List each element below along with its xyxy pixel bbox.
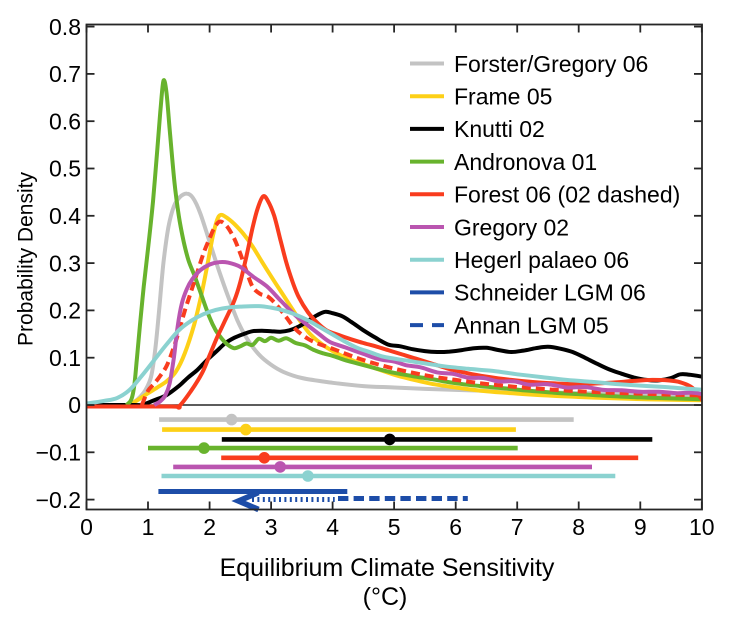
svg-text:0: 0 <box>68 392 81 418</box>
svg-text:Hegerl palaeo 06: Hegerl palaeo 06 <box>454 247 629 273</box>
svg-text:Forster/Gregory 06: Forster/Gregory 06 <box>454 51 648 77</box>
svg-text:0.2: 0.2 <box>49 298 81 324</box>
svg-text:Frame 05: Frame 05 <box>454 84 552 110</box>
svg-text:0: 0 <box>80 514 93 540</box>
svg-text:Equilibrium Climate Sensitivit: Equilibrium Climate Sensitivity <box>220 554 555 582</box>
svg-text:Forest 06 (02 dashed): Forest 06 (02 dashed) <box>454 182 680 208</box>
svg-text:5: 5 <box>388 514 401 540</box>
svg-text:Annan LGM 05: Annan LGM 05 <box>454 312 609 338</box>
svg-text:0.4: 0.4 <box>49 203 81 229</box>
svg-text:Probability Density: Probability Density <box>15 172 38 346</box>
svg-text:10: 10 <box>689 514 715 540</box>
svg-text:Knutti 02: Knutti 02 <box>454 116 545 142</box>
svg-text:−0.1: −0.1 <box>36 440 81 466</box>
svg-text:Schneider LGM 06: Schneider LGM 06 <box>454 280 646 306</box>
svg-text:(°C): (°C) <box>363 583 408 611</box>
svg-text:9: 9 <box>634 514 647 540</box>
svg-text:0.8: 0.8 <box>49 14 81 40</box>
svg-text:1: 1 <box>142 514 155 540</box>
svg-text:0.5: 0.5 <box>49 156 81 182</box>
svg-text:0.6: 0.6 <box>49 108 81 134</box>
svg-text:0.7: 0.7 <box>49 61 81 87</box>
svg-text:0.3: 0.3 <box>49 250 81 276</box>
svg-text:Andronova 01: Andronova 01 <box>454 149 597 175</box>
svg-text:2: 2 <box>203 514 216 540</box>
svg-text:−0.2: −0.2 <box>36 487 81 513</box>
svg-text:0.1: 0.1 <box>49 345 81 371</box>
svg-text:3: 3 <box>265 514 278 540</box>
svg-text:4: 4 <box>326 514 339 540</box>
svg-text:6: 6 <box>449 514 462 540</box>
svg-text:8: 8 <box>572 514 585 540</box>
svg-text:7: 7 <box>511 514 524 540</box>
svg-text:Gregory 02: Gregory 02 <box>454 214 569 240</box>
